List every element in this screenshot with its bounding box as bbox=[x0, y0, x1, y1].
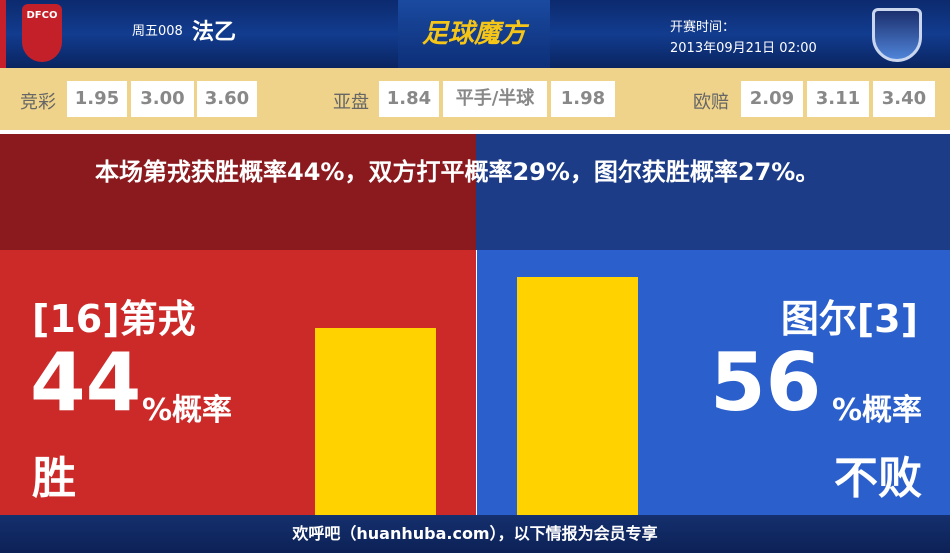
summary-banner: 本场第戎获胜概率44%，双方打平概率29%，图尔获胜概率27%。 bbox=[0, 134, 950, 250]
away-probability-bar bbox=[517, 277, 638, 515]
away-team-name: 图尔[3] bbox=[780, 297, 918, 341]
euro-label: 欧赔 bbox=[693, 92, 729, 113]
home-team-logo: DFCO bbox=[22, 4, 62, 62]
home-outcome: 胜 bbox=[32, 453, 76, 504]
league-code: 周五008 bbox=[132, 24, 183, 39]
asian-label: 亚盘 bbox=[333, 92, 369, 113]
jingcai-label: 竞彩 bbox=[20, 92, 56, 113]
brand-logo: 足球魔方 bbox=[398, 0, 550, 68]
odds-bar: 竞彩 1.95 3.00 3.60 亚盘 1.84 平手/半球 1.98 欧赔 … bbox=[0, 68, 950, 130]
league-name: 法乙 bbox=[192, 20, 237, 45]
away-percent-suffix: %概率 bbox=[831, 393, 922, 428]
odds-value: 1.98 bbox=[551, 81, 615, 117]
home-percent: 44 bbox=[30, 336, 142, 429]
home-percent-suffix: %概率 bbox=[142, 393, 233, 428]
footer-notice: 欢呼吧（huanhuba.com），以下情报为会员专享 bbox=[0, 515, 950, 553]
away-outcome: 不败 bbox=[834, 453, 922, 504]
kickoff-label: 开赛时间： bbox=[670, 20, 736, 35]
home-panel: [16]第戎 44 %概率 胜 bbox=[0, 250, 476, 515]
odds-value: 3.60 bbox=[197, 81, 257, 117]
away-percent: 56 bbox=[710, 336, 822, 429]
home-probability-bar bbox=[315, 328, 436, 515]
away-panel: 图尔[3] 56 %概率 不败 bbox=[477, 250, 950, 515]
odds-value: 2.09 bbox=[741, 81, 803, 117]
odds-value: 3.11 bbox=[807, 81, 869, 117]
away-team-logo bbox=[872, 8, 922, 62]
home-logo-text: DFCO bbox=[26, 10, 58, 21]
odds-value: 1.84 bbox=[379, 81, 439, 117]
odds-value: 3.00 bbox=[131, 81, 194, 117]
odds-value: 平手/半球 bbox=[443, 81, 547, 117]
kickoff-time: 2013年09月21日 02:00 bbox=[670, 41, 817, 56]
home-team-name: [16]第戎 bbox=[32, 297, 196, 341]
odds-value: 1.95 bbox=[67, 81, 127, 117]
summary-text: 本场第戎获胜概率44%，双方打平概率29%，图尔获胜概率27%。 bbox=[95, 158, 820, 186]
odds-value: 3.40 bbox=[873, 81, 935, 117]
